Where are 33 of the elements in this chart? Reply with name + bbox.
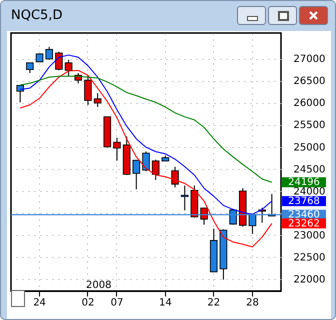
candlestick <box>26 62 34 74</box>
x-tick-label: 24 <box>33 298 46 308</box>
candlestick <box>94 92 102 108</box>
data-label: 23768 <box>288 196 320 208</box>
candlestick <box>180 184 188 211</box>
y-tick-label: 23000 <box>294 230 326 242</box>
candlestick <box>171 166 179 188</box>
candlestick <box>55 51 63 71</box>
x-tick-label: 28 <box>246 298 259 308</box>
candlestick <box>152 159 160 180</box>
x-tick-label: 07 <box>110 298 124 308</box>
x-tick-label: 14 <box>158 298 172 308</box>
y-tick-label: 22500 <box>294 252 326 264</box>
y-tick-label: 25500 <box>294 120 326 132</box>
y-tick-label: 25000 <box>294 142 326 154</box>
candlestick <box>132 160 140 190</box>
data-label: 23262 <box>288 218 320 230</box>
candlestick <box>45 46 54 60</box>
y-tick-label: 26000 <box>294 98 326 110</box>
candlestick <box>142 151 150 172</box>
y-tick-label: 26500 <box>294 76 326 88</box>
x-tick-label: 22 <box>207 298 220 308</box>
y-tick-label: 22000 <box>294 274 326 286</box>
x-tick-label: 02 <box>82 298 94 308</box>
annotation: 2008 <box>86 280 112 291</box>
y-tick-label: 27000 <box>294 54 326 66</box>
data-label: 24196 <box>288 177 320 188</box>
candlestick <box>84 76 92 106</box>
candlestick <box>64 59 72 77</box>
y-tick-label: 24500 <box>294 164 326 176</box>
chart-title: NQC5,D <box>11 8 62 23</box>
y-tick-label: 24000 <box>294 186 326 198</box>
candlestick <box>113 137 121 162</box>
